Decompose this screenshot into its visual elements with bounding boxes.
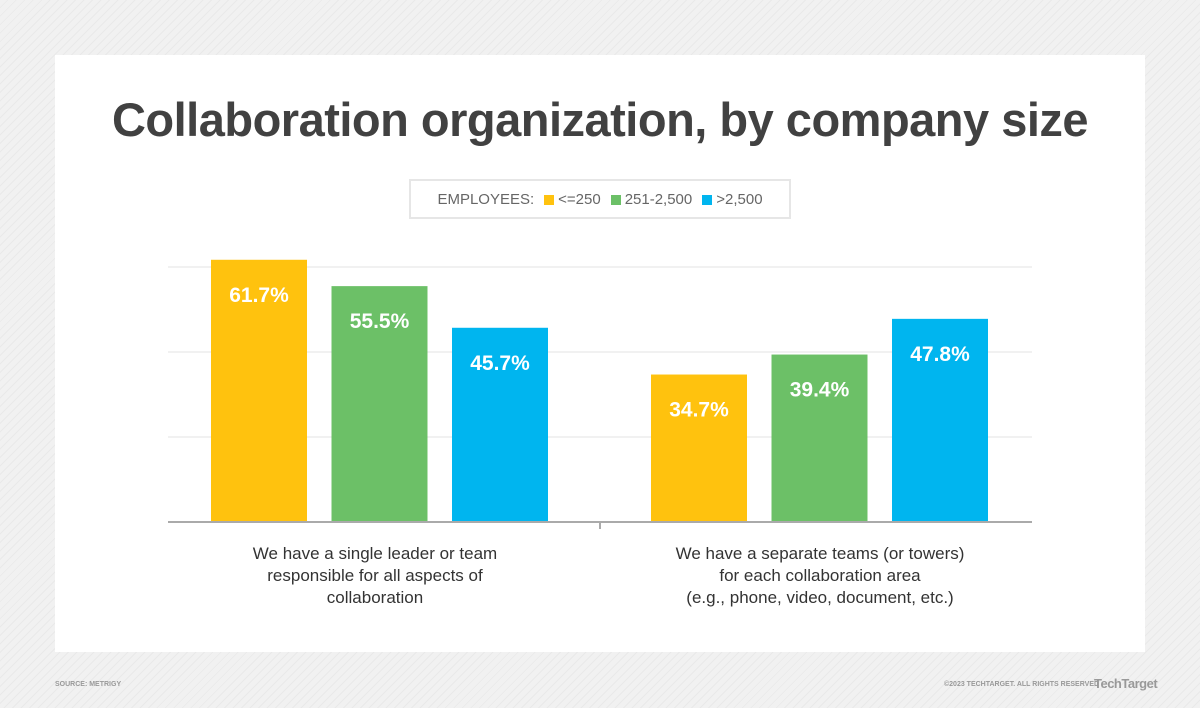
copyright: ©2023 TECHTARGET. ALL RIGHTS RESERVED: [944, 681, 1100, 688]
data-label: 45.7%: [470, 352, 530, 375]
legend-item: 251-2,500: [610, 191, 692, 208]
bar: [892, 318, 988, 522]
category-label-1: We have a single leader or team responsib…: [252, 544, 498, 607]
data-label: 39.4%: [790, 379, 850, 402]
techtarget-logo: TechTarget: [1094, 676, 1158, 691]
category-label-2: We have a separate teams (or towers) for …: [675, 544, 965, 607]
legend-swatch: [610, 194, 621, 205]
data-label: 55.5%: [350, 310, 410, 333]
legend-swatch: [702, 194, 713, 205]
legend-item: >2,500: [702, 191, 763, 208]
bar: [771, 354, 868, 522]
bar: [331, 286, 428, 522]
legend-swatch: [544, 194, 555, 205]
bar: [452, 327, 548, 522]
bar: [211, 259, 307, 522]
legend: EMPLOYEES: <=250 251-2,500 >2,500: [409, 179, 791, 219]
source-note: SOURCE: METRIGY: [55, 681, 122, 688]
legend-item: <=250: [544, 191, 601, 208]
chart-title: Collaboration organization, by company s…: [111, 93, 1089, 146]
data-label: 47.8%: [910, 343, 970, 366]
bar: [651, 374, 747, 522]
legend-label: EMPLOYEES:: [437, 190, 535, 208]
data-label: 34.7%: [669, 399, 729, 422]
data-label: 61.7%: [229, 284, 289, 307]
